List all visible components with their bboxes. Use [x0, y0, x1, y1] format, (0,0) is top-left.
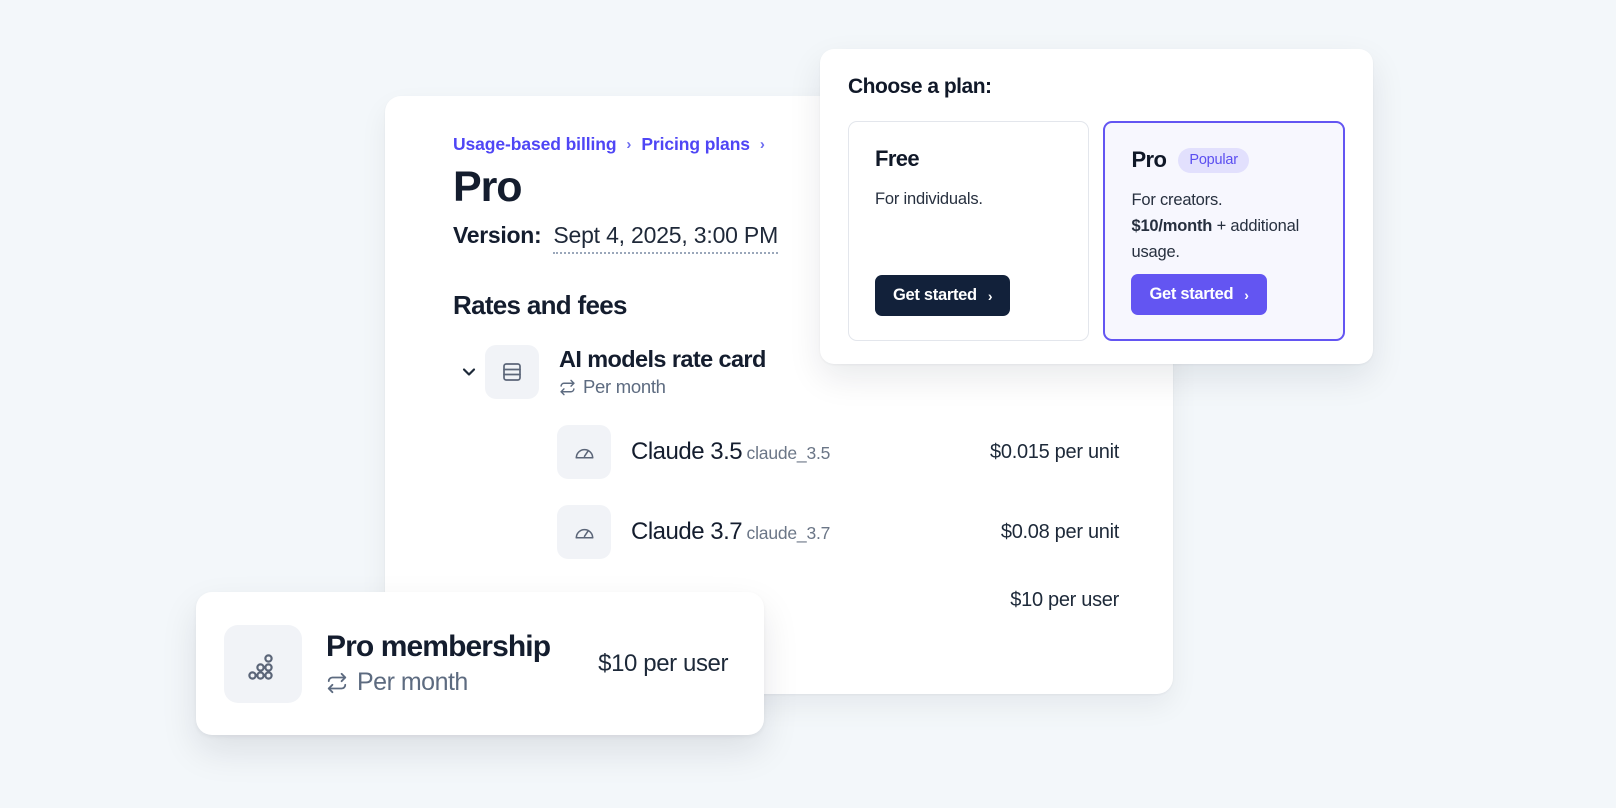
plan-pro-name: Pro — [1131, 147, 1167, 172]
rate-card-cadence: Per month — [559, 376, 766, 398]
dots-cluster-icon — [224, 624, 302, 703]
breadcrumb-item-pricing-plans[interactable]: Pricing plans — [641, 134, 750, 154]
plan-pro-price: $10/month — [1131, 216, 1213, 235]
version-value[interactable]: Sept 4, 2025, 3:00 PM — [553, 222, 778, 255]
rate-card-icon — [485, 345, 539, 400]
chevron-down-icon[interactable] — [453, 362, 485, 382]
rate-item-texts: Claude 3.7 claude_3.7 — [631, 518, 830, 546]
rate-item-texts: Claude 3.5 claude_3.5 — [631, 438, 830, 466]
popular-badge: Popular — [1178, 147, 1249, 173]
breadcrumb: Usage-based billing › Pricing plans › — [453, 134, 1127, 155]
rate-item-code: claude_3.7 — [746, 523, 831, 544]
choose-a-plan-card: Choose a plan: Free For individuals. Get… — [820, 49, 1373, 364]
plan-free-description: For individuals. — [875, 187, 1062, 213]
breadcrumb-item-usage-based-billing[interactable]: Usage-based billing — [453, 134, 617, 154]
plan-option-pro[interactable]: Pro Popular For creators. $10/month + ad… — [1103, 121, 1345, 341]
version-label: Version: — [453, 222, 542, 249]
recurring-arrows-icon — [559, 379, 576, 396]
rate-item-row[interactable]: Claude 3.5 claude_3.5 $0.015 per unit — [453, 425, 1127, 480]
gauge-icon — [557, 505, 611, 560]
plan-pro-header: Pro Popular — [1131, 147, 1317, 173]
plan-pro-description-text: For creators. — [1131, 191, 1223, 209]
breadcrumb-separator-icon-2: › — [759, 136, 765, 153]
get-started-button-pro[interactable]: Get started › — [1131, 274, 1267, 315]
pro-membership-name: Pro membership — [326, 630, 551, 663]
page-title: Pro — [453, 163, 522, 211]
plan-pro-price-tail: + additional usage. — [1131, 216, 1300, 261]
rate-item-row[interactable]: $10 per user — [453, 589, 1127, 612]
chevron-right-icon: › — [1244, 286, 1249, 303]
plan-grid: Free For individuals. Get started › Pro … — [848, 121, 1345, 341]
plan-pro-description: For creators. $10/month + additional usa… — [1131, 188, 1317, 266]
get-started-label: Get started — [893, 286, 977, 304]
pro-membership-cadence-label: Per month — [357, 668, 468, 696]
rate-card-cadence-label: Per month — [583, 376, 666, 398]
rates-card-body: Usage-based billing › Pricing plans › Pr… — [385, 96, 1173, 612]
plan-free-description-text: For individuals. — [875, 190, 983, 208]
choose-a-plan-heading: Choose a plan: — [848, 75, 992, 98]
rate-item-price: $0.08 per unit — [1000, 520, 1119, 543]
rate-item-name: Claude 3.7 — [631, 518, 743, 546]
pro-membership-cadence: Per month — [326, 668, 550, 697]
plan-free-name: Free — [875, 146, 920, 171]
get-started-label: Get started — [1149, 285, 1234, 303]
section-title-rates-and-fees: Rates and fees — [453, 290, 627, 321]
rate-card-texts: AI models rate card Per month — [559, 346, 766, 398]
rate-item-code: claude_3.5 — [746, 443, 831, 464]
plan-free-header: Free — [875, 146, 1062, 172]
rate-item-name: Claude 3.5 — [631, 438, 743, 466]
recurring-arrows-icon — [326, 672, 348, 694]
rate-item-price: $10 per user — [1010, 589, 1119, 612]
rate-item-row[interactable]: Claude 3.7 claude_3.7 $0.08 per unit — [453, 505, 1127, 560]
pro-membership-card[interactable]: Pro membership Per month $10 per user — [196, 592, 764, 735]
rate-card-name: AI models rate card — [559, 346, 766, 373]
breadcrumb-separator-icon: › — [626, 136, 632, 153]
rate-card-group-row[interactable]: AI models rate card Per month — [453, 345, 1127, 400]
gauge-icon — [557, 425, 611, 480]
pro-membership-price: $10 per user — [598, 649, 729, 677]
version-row: Version: Sept 4, 2025, 3:00 PM — [453, 222, 1127, 255]
pro-membership-texts: Pro membership Per month — [326, 630, 551, 697]
get-started-button-free[interactable]: Get started › — [875, 275, 1011, 316]
chevron-right-icon: › — [987, 287, 993, 304]
plan-option-free[interactable]: Free For individuals. Get started › — [848, 121, 1090, 341]
rate-item-price: $0.015 per unit — [990, 440, 1119, 463]
